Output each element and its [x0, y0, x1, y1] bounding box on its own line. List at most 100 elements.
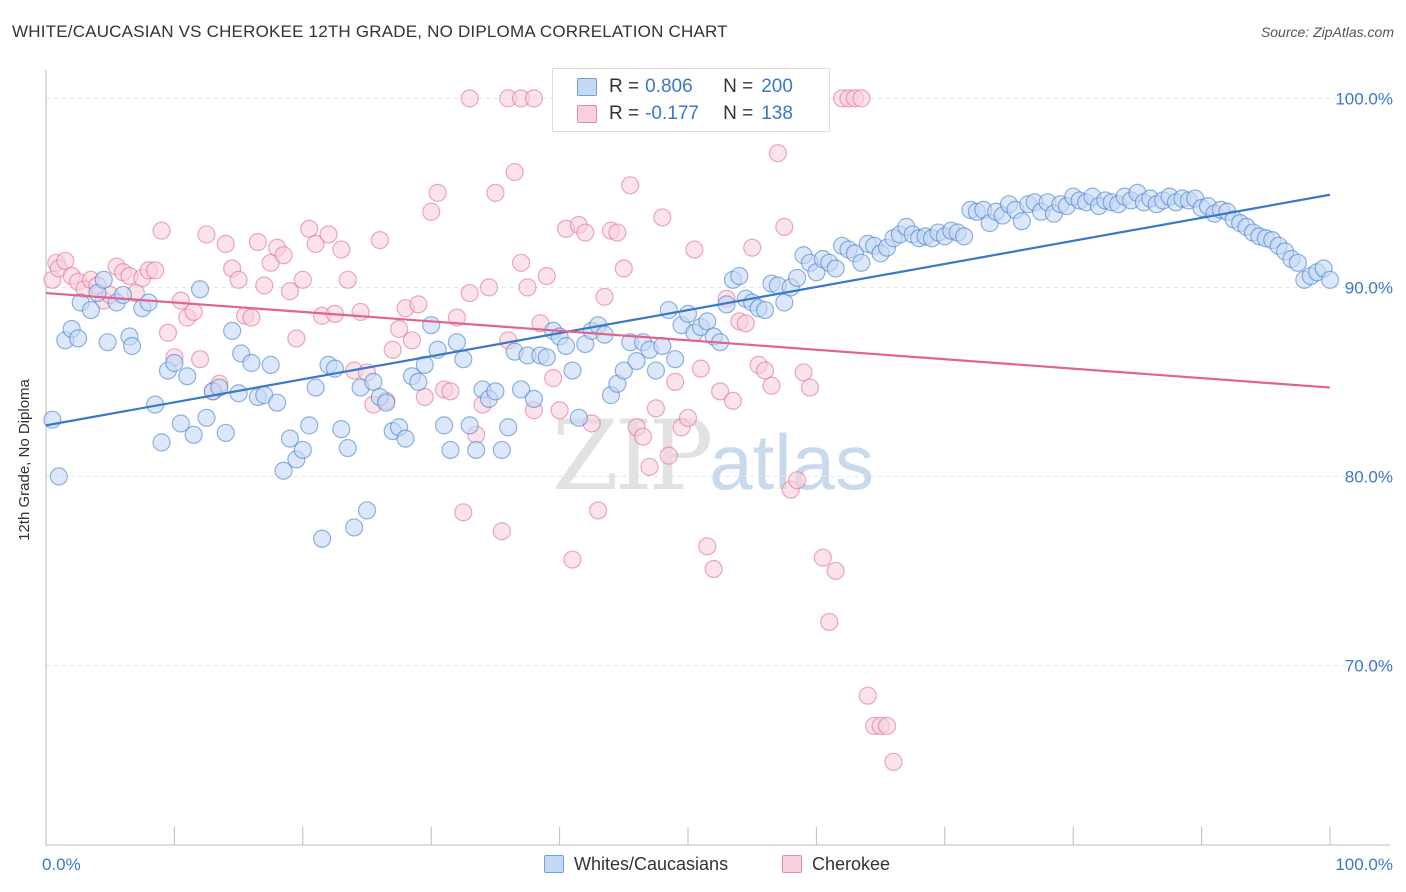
point-cherokee [332, 240, 351, 259]
point-cherokee [621, 176, 640, 195]
point-cherokee [762, 376, 781, 395]
point-cherokee [666, 372, 685, 391]
legend-row-whites: R = 0.806 N = 200 [577, 75, 793, 99]
point-cherokee [441, 382, 460, 401]
point-cherokee [768, 144, 787, 163]
point-whites-caucasians [152, 433, 171, 452]
point-cherokee [242, 308, 261, 327]
point-whites-caucasians [81, 300, 101, 320]
point-cherokee [653, 208, 672, 227]
point-whites-caucasians [364, 372, 383, 391]
point-cherokee [646, 399, 666, 418]
point-whites-caucasians [422, 316, 441, 335]
point-whites-caucasians [268, 393, 287, 412]
point-cherokee [852, 89, 871, 108]
bottom-legend-whites: Whites/Caucasians [544, 852, 728, 876]
point-cherokee [794, 363, 813, 382]
point-cherokee [576, 223, 595, 242]
point-whites-caucasians [332, 420, 351, 439]
legend-r-value: 0.806 [645, 76, 693, 97]
point-whites-caucasians [98, 333, 117, 352]
point-whites-caucasians [122, 336, 142, 356]
point-cherokee [537, 266, 556, 286]
point-whites-caucasians [49, 467, 68, 486]
point-cherokee [544, 369, 563, 388]
point-cherokee [351, 302, 370, 322]
point-cherokee [460, 283, 479, 303]
y-tick-label: 100.0% [1335, 89, 1393, 108]
point-whites-caucasians [954, 227, 974, 246]
point-whites-caucasians [486, 382, 505, 401]
point-cherokee [146, 261, 165, 280]
point-whites-caucasians [511, 380, 531, 399]
bottom-legend-cherokee: Cherokee [782, 852, 890, 876]
point-cherokee [248, 232, 267, 252]
point-cherokee [338, 270, 357, 289]
point-cherokee [518, 278, 537, 297]
point-whites-caucasians [556, 336, 576, 356]
legend-swatch-whites [577, 78, 597, 96]
point-whites-caucasians [396, 429, 415, 448]
point-cherokee [743, 238, 762, 257]
point-cherokee [614, 259, 633, 278]
point-whites-caucasians [646, 361, 666, 380]
point-cherokee [479, 278, 499, 297]
trendline-whites-caucasians [45, 193, 1331, 427]
point-whites-caucasians [338, 438, 357, 458]
point-cherokee [877, 716, 897, 736]
point-cherokee [813, 548, 832, 567]
point-cherokee [826, 561, 845, 581]
point-whites-caucasians [441, 440, 460, 460]
legend-row-cherokee: R = -0.177 N = 138 [577, 102, 793, 126]
point-whites-caucasians [447, 333, 466, 352]
point-cherokee [409, 295, 428, 314]
point-cherokee [691, 359, 710, 378]
point-cherokee [280, 282, 300, 301]
point-cherokee [171, 291, 190, 310]
point-whites-caucasians [755, 300, 775, 320]
point-whites-caucasians [357, 501, 377, 520]
y-tick-label: 80.0% [1345, 467, 1393, 486]
trendline-cherokee [45, 291, 1331, 389]
point-cherokee [563, 550, 582, 569]
point-cherokee [775, 217, 794, 236]
point-cherokee [723, 391, 743, 410]
point-whites-caucasians [1012, 212, 1031, 231]
point-whites-caucasians [460, 416, 479, 435]
point-cherokee [858, 686, 877, 705]
point-cherokee [505, 162, 524, 182]
point-cherokee [454, 503, 473, 522]
point-whites-caucasians [293, 440, 312, 460]
point-whites-caucasians [274, 461, 293, 480]
point-whites-caucasians [242, 353, 261, 373]
point-whites-caucasians [666, 350, 685, 369]
point-whites-caucasians [312, 529, 332, 548]
point-whites-caucasians [614, 361, 633, 380]
point-cherokee [884, 752, 903, 771]
point-cherokee [460, 89, 479, 108]
point-whites-caucasians [171, 414, 190, 433]
bottom-legend-swatch-cherokee [782, 855, 802, 873]
point-cherokee [698, 537, 717, 556]
point-whites-caucasians [788, 268, 807, 288]
point-cherokee [608, 223, 627, 242]
point-cherokee [216, 234, 235, 254]
point-cherokee [300, 219, 319, 238]
point-whites-caucasians [197, 408, 216, 427]
point-cherokee [736, 314, 755, 333]
point-whites-caucasians [537, 348, 556, 367]
point-whites-caucasians [190, 280, 210, 299]
point-cherokee [287, 329, 306, 348]
point-cherokee [492, 522, 511, 541]
point-whites-caucasians [467, 440, 486, 460]
point-cherokee [422, 202, 441, 221]
point-cherokee [511, 253, 531, 272]
point-cherokee [447, 308, 466, 327]
legend-n-value: 200 [761, 76, 793, 97]
legend-r-label: R = [609, 103, 640, 124]
point-cherokee [197, 225, 216, 244]
point-whites-caucasians [1288, 253, 1308, 272]
point-whites-caucasians [569, 408, 588, 427]
point-cherokee [678, 408, 698, 427]
